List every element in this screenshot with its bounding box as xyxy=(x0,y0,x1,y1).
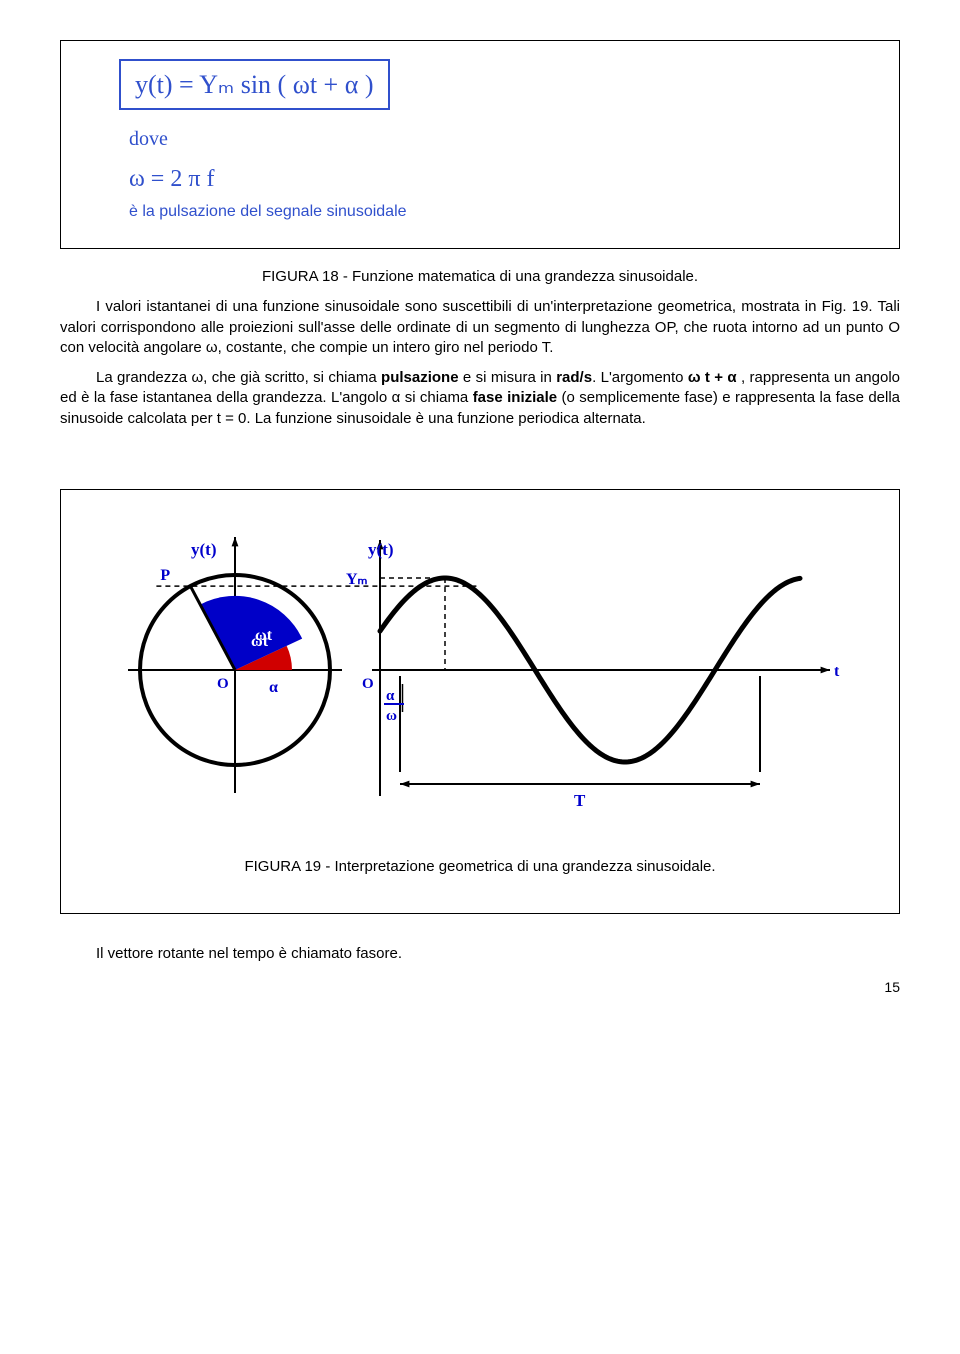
svg-text:ω: ω xyxy=(386,708,397,724)
svg-text:ωt: ωt xyxy=(255,627,273,644)
svg-text:O: O xyxy=(217,676,229,692)
para2-a: La grandezza ω, che già scritto, si chia… xyxy=(96,369,381,386)
figure-19-box: y(t)POωtωtαy(t)YₘOαωTt FIGURA 19 - Inter… xyxy=(60,489,900,915)
para2-b: e si misura in xyxy=(459,369,557,386)
omega-formula: ω = 2 π f xyxy=(129,163,881,195)
svg-text:α: α xyxy=(386,688,395,704)
fasore-line: Il vettore rotante nel tempo è chiamato … xyxy=(60,944,900,964)
svg-text:α: α xyxy=(269,679,278,696)
dove-label: dove xyxy=(129,126,881,153)
svg-text:Yₘ: Yₘ xyxy=(346,571,368,588)
svg-text:y(t): y(t) xyxy=(191,540,216,559)
figure-18-box: y(t) = Yₘ sin ( ωt + α ) dove ω = 2 π f … xyxy=(60,40,900,249)
formula-box: y(t) = Yₘ sin ( ωt + α ) xyxy=(119,59,390,110)
svg-text:y(t): y(t) xyxy=(368,540,393,559)
para2-c: . L'argomento xyxy=(592,369,688,386)
svg-text:T: T xyxy=(574,791,586,810)
paragraph-2: La grandezza ω, che già scritto, si chia… xyxy=(60,368,900,429)
phasor-sine-diagram: y(t)POωtωtαy(t)YₘOαωTt xyxy=(75,520,885,831)
svg-text:O: O xyxy=(362,676,374,692)
pulsazione-label: è la pulsazione del segnale sinusoidale xyxy=(129,201,881,223)
para2-bold3: ω t + α xyxy=(688,369,737,386)
formula-text: y(t) = Yₘ sin ( ωt + α ) xyxy=(135,70,374,99)
svg-text:P: P xyxy=(160,567,170,584)
svg-text:t: t xyxy=(834,663,840,680)
figure-18-caption: FIGURA 18 - Funzione matematica di una g… xyxy=(60,267,900,287)
paragraph-1: I valori istantanei di una funzione sinu… xyxy=(60,297,900,358)
para2-bold2: rad/s xyxy=(556,369,592,386)
figure-19-caption: FIGURA 19 - Interpretazione geometrica d… xyxy=(75,857,885,877)
page-number: 15 xyxy=(884,978,900,997)
para2-bold1: pulsazione xyxy=(381,369,459,386)
para2-bold4: fase iniziale xyxy=(473,389,557,406)
